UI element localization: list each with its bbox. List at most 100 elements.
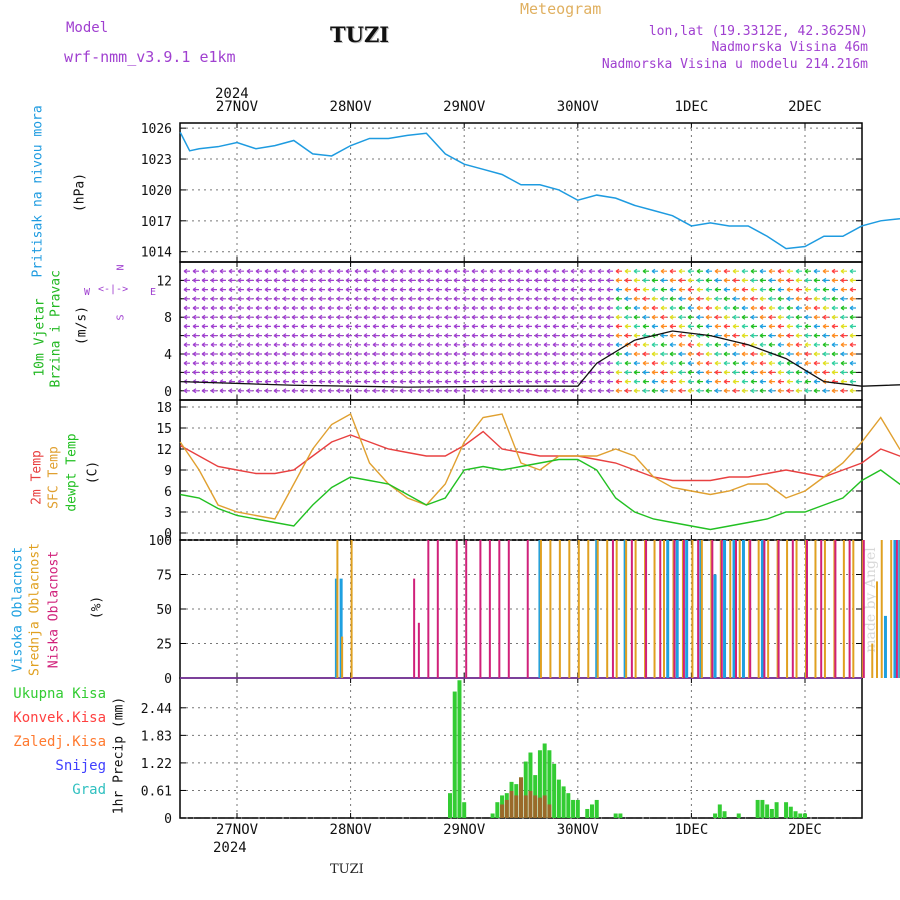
- wind-barb: [183, 314, 190, 320]
- wind-barb: [453, 268, 460, 274]
- wind-barb: [822, 351, 829, 357]
- wind-barb: [669, 333, 676, 339]
- wind-barb: [561, 333, 568, 339]
- wind-barb: [768, 296, 775, 302]
- wind-barb: [498, 351, 505, 357]
- wind-barb: [354, 305, 361, 311]
- wind-barb: [552, 296, 559, 302]
- total-precip-bar: [585, 808, 590, 818]
- wind-barb: [390, 296, 397, 302]
- wind-barb: [336, 333, 343, 339]
- wind-barb: [732, 388, 739, 394]
- wind-barb: [516, 268, 523, 274]
- wind-barb: [768, 369, 775, 375]
- wind-barb: [651, 342, 658, 348]
- wind-barb: [552, 369, 559, 375]
- wind-barb: [696, 351, 703, 357]
- wind-barb: [309, 268, 316, 274]
- wind-barb: [543, 388, 550, 394]
- total-precip-bar: [523, 761, 528, 818]
- wind-barb: [192, 369, 199, 375]
- wind-barb: [831, 388, 838, 394]
- wind-barb: [489, 369, 496, 375]
- wind-barb: [606, 305, 613, 311]
- wind-barb: [300, 388, 307, 394]
- wind-barb: [201, 305, 208, 311]
- wind-barb: [444, 296, 451, 302]
- wind-barb: [273, 333, 280, 339]
- wind-barb: [660, 379, 667, 385]
- wind-barb: [255, 305, 262, 311]
- wind-barb: [813, 277, 820, 283]
- wind-barb: [732, 342, 739, 348]
- wind-barb: [444, 360, 451, 366]
- wind-barb: [417, 360, 424, 366]
- wind-barb: [408, 305, 415, 311]
- wind-barb: [732, 277, 739, 283]
- wind-barb: [579, 268, 586, 274]
- model-elevation-text: Nadmorska Visina u modelu 214.216m: [601, 57, 868, 72]
- wind-barb: [687, 287, 694, 293]
- wind-barb: [435, 268, 442, 274]
- wind-barb: [669, 268, 676, 274]
- pressure-line: [179, 131, 900, 250]
- wind-barb: [336, 379, 343, 385]
- wind-barb: [714, 379, 721, 385]
- wind-barb: [714, 342, 721, 348]
- wind-barb: [246, 333, 253, 339]
- wind-barb: [849, 333, 856, 339]
- convective-precip-bar: [547, 804, 552, 818]
- wind-barb: [570, 388, 577, 394]
- wind-barb: [534, 296, 541, 302]
- wind-barb: [345, 268, 352, 274]
- lonlat-text: lon,lat (19.3312E, 42.3625N): [648, 24, 868, 39]
- wind-barb: [723, 305, 730, 311]
- wind-barb: [354, 388, 361, 394]
- wind-barb: [255, 277, 262, 283]
- wind-barb: [822, 314, 829, 320]
- wind-barb: [273, 388, 280, 394]
- wind-barb: [831, 333, 838, 339]
- wind-barb: [579, 314, 586, 320]
- wind-barb: [723, 333, 730, 339]
- wind-barb: [237, 360, 244, 366]
- wind-barb: [399, 342, 406, 348]
- wind-barb: [786, 351, 793, 357]
- wind-barb: [831, 360, 838, 366]
- wind-barb: [552, 277, 559, 283]
- wind-barb: [264, 277, 271, 283]
- wind-barb: [336, 360, 343, 366]
- wind-barb: [813, 333, 820, 339]
- wind-barb: [534, 379, 541, 385]
- wind-barb: [615, 360, 622, 366]
- wind-barb: [426, 287, 433, 293]
- wind-barb: [777, 323, 784, 329]
- wind-barb: [417, 314, 424, 320]
- wind-barb: [426, 323, 433, 329]
- y-tick-label: 8: [164, 311, 172, 326]
- wind-barb: [264, 323, 271, 329]
- wind-barb: [534, 314, 541, 320]
- wind-barb: [660, 369, 667, 375]
- wind-barb: [327, 314, 334, 320]
- wind-barb: [741, 296, 748, 302]
- wind-barb: [624, 351, 631, 357]
- wind-barb: [480, 369, 487, 375]
- wind-barb: [705, 296, 712, 302]
- wind-barb: [282, 388, 289, 394]
- wind-barb: [237, 351, 244, 357]
- wind-barb: [615, 379, 622, 385]
- wind-barb: [624, 268, 631, 274]
- wind-barb: [192, 360, 199, 366]
- wind-barb: [408, 351, 415, 357]
- wind-barb: [633, 333, 640, 339]
- total-precip-bar: [556, 779, 561, 818]
- wind-barb: [309, 323, 316, 329]
- wind-barb: [390, 360, 397, 366]
- wind-barb: [687, 388, 694, 394]
- wind-barb: [849, 342, 856, 348]
- wind-barb: [219, 360, 226, 366]
- total-precip-bar: [755, 799, 760, 818]
- wind-barb: [318, 342, 325, 348]
- total-precip-bar: [613, 813, 618, 818]
